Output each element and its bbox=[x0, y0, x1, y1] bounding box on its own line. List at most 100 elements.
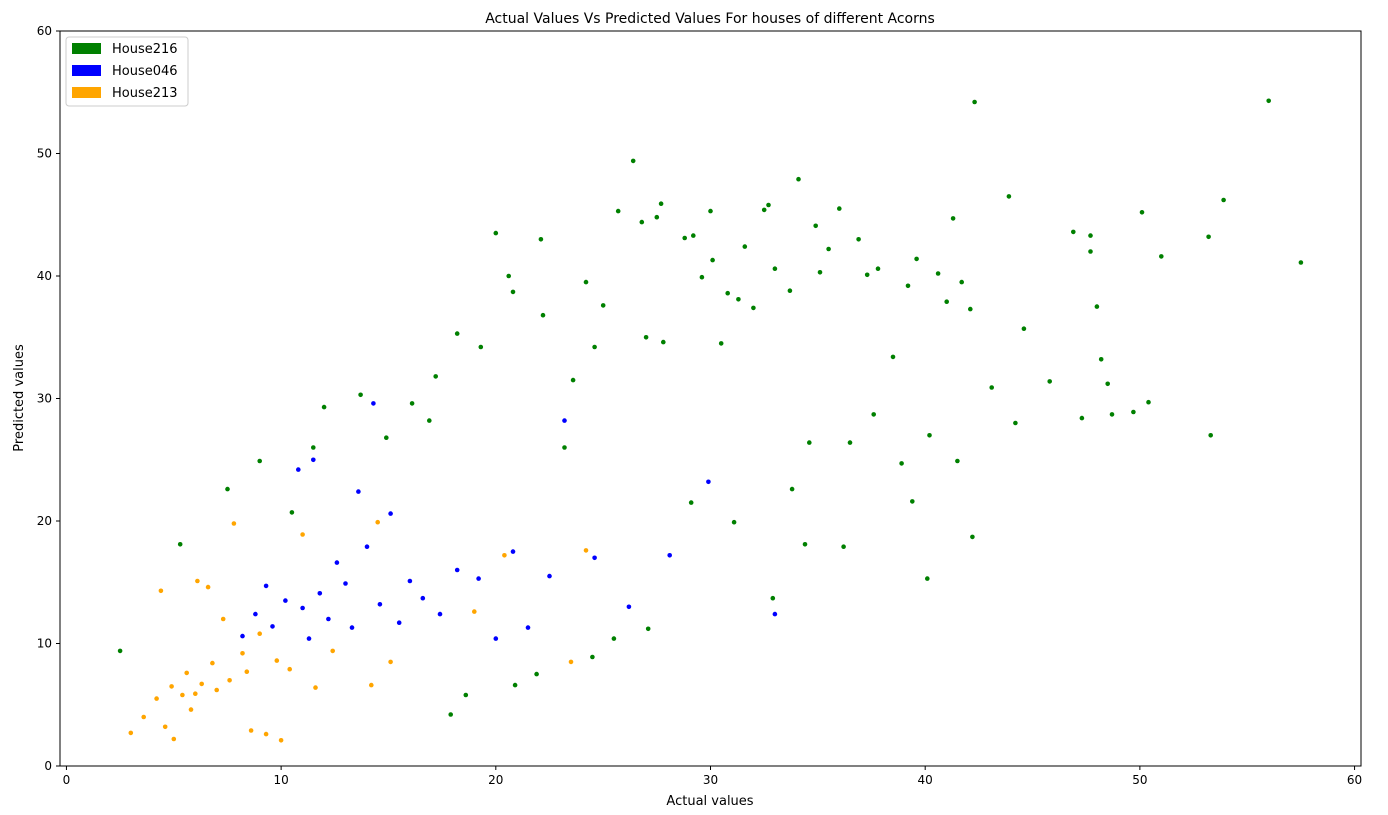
data-point bbox=[935, 271, 941, 276]
data-point bbox=[184, 670, 189, 676]
data-point bbox=[433, 374, 439, 379]
data-point bbox=[1266, 98, 1271, 104]
data-point bbox=[688, 500, 694, 505]
data-point bbox=[317, 591, 323, 596]
data-point bbox=[766, 202, 771, 208]
data-point bbox=[371, 401, 376, 406]
data-point bbox=[1109, 412, 1115, 417]
data-point bbox=[534, 671, 539, 677]
data-point bbox=[141, 714, 146, 720]
y-tick-label: 60 bbox=[37, 24, 52, 38]
data-point bbox=[1131, 409, 1136, 415]
data-point bbox=[1139, 210, 1145, 215]
data-point bbox=[525, 625, 531, 630]
y-tick-label: 50 bbox=[37, 147, 52, 161]
data-point bbox=[311, 445, 316, 450]
data-point bbox=[356, 489, 361, 494]
legend-swatch bbox=[72, 65, 101, 76]
data-point bbox=[875, 266, 881, 272]
data-point bbox=[1088, 233, 1093, 238]
data-point bbox=[195, 578, 200, 584]
plot-area bbox=[60, 31, 1361, 766]
data-point bbox=[970, 534, 975, 540]
data-point bbox=[199, 681, 204, 687]
data-point bbox=[667, 553, 672, 558]
data-point bbox=[538, 237, 544, 242]
data-point bbox=[358, 392, 363, 398]
data-point bbox=[1047, 379, 1052, 384]
legend: House216 House046 House213 bbox=[65, 36, 189, 107]
x-tick-label: 40 bbox=[918, 773, 933, 787]
data-point bbox=[1021, 326, 1027, 332]
data-point bbox=[910, 499, 915, 504]
data-point bbox=[1098, 357, 1104, 362]
data-point bbox=[364, 544, 370, 549]
data-point bbox=[592, 344, 597, 350]
data-point bbox=[300, 532, 305, 537]
data-point bbox=[257, 458, 263, 464]
data-point bbox=[789, 486, 795, 492]
data-point bbox=[691, 233, 696, 238]
data-point bbox=[639, 219, 645, 225]
data-point bbox=[396, 620, 402, 625]
data-point bbox=[772, 611, 778, 617]
data-point bbox=[369, 682, 374, 688]
data-point bbox=[274, 658, 280, 663]
y-axis-label: Predicted values bbox=[12, 344, 27, 452]
data-point bbox=[708, 208, 713, 214]
data-point bbox=[476, 576, 481, 581]
legend-swatch bbox=[72, 87, 101, 98]
data-point bbox=[510, 549, 516, 554]
data-point bbox=[283, 598, 288, 603]
x-tick-label: 50 bbox=[1132, 773, 1147, 787]
data-point bbox=[742, 244, 748, 249]
data-point bbox=[583, 548, 589, 553]
data-point bbox=[1006, 194, 1012, 199]
data-point bbox=[210, 660, 215, 666]
data-point bbox=[630, 158, 636, 164]
data-point bbox=[725, 290, 730, 296]
data-point bbox=[1221, 197, 1226, 203]
data-point bbox=[311, 457, 316, 463]
data-point bbox=[244, 669, 250, 674]
data-point bbox=[472, 609, 477, 614]
chart-title: Actual Values Vs Predicted Values For ho… bbox=[485, 11, 935, 27]
data-point bbox=[384, 435, 389, 441]
data-point bbox=[128, 730, 134, 736]
data-point bbox=[306, 636, 312, 641]
data-point bbox=[321, 404, 327, 410]
data-point bbox=[188, 707, 194, 712]
y-tick-label: 20 bbox=[37, 514, 52, 528]
data-point bbox=[959, 279, 964, 285]
data-point bbox=[761, 207, 767, 213]
data-point bbox=[300, 605, 305, 611]
data-point bbox=[626, 604, 632, 610]
data-point bbox=[169, 684, 174, 689]
x-tick-label: 30 bbox=[703, 773, 718, 787]
data-point bbox=[225, 486, 230, 492]
data-point bbox=[583, 279, 589, 285]
data-point bbox=[253, 611, 258, 617]
data-point bbox=[899, 461, 904, 466]
data-point bbox=[463, 692, 469, 698]
x-axis-ticks: 0 10 20 30 40 50 60 bbox=[63, 766, 1362, 787]
data-point bbox=[448, 712, 454, 717]
series-House213 bbox=[128, 519, 589, 743]
legend-label: House213 bbox=[112, 86, 178, 101]
data-point bbox=[955, 458, 960, 464]
data-point bbox=[706, 479, 711, 485]
data-point bbox=[437, 611, 443, 617]
data-point bbox=[968, 306, 973, 312]
data-point bbox=[736, 297, 741, 302]
legend-label: House046 bbox=[112, 64, 178, 79]
data-point bbox=[334, 560, 340, 565]
data-point bbox=[510, 289, 516, 295]
data-point bbox=[1071, 229, 1076, 235]
data-point bbox=[562, 418, 567, 423]
data-point bbox=[645, 626, 651, 632]
data-point bbox=[154, 696, 159, 701]
data-point bbox=[349, 625, 355, 630]
data-point bbox=[1079, 415, 1085, 421]
data-point bbox=[409, 401, 415, 406]
